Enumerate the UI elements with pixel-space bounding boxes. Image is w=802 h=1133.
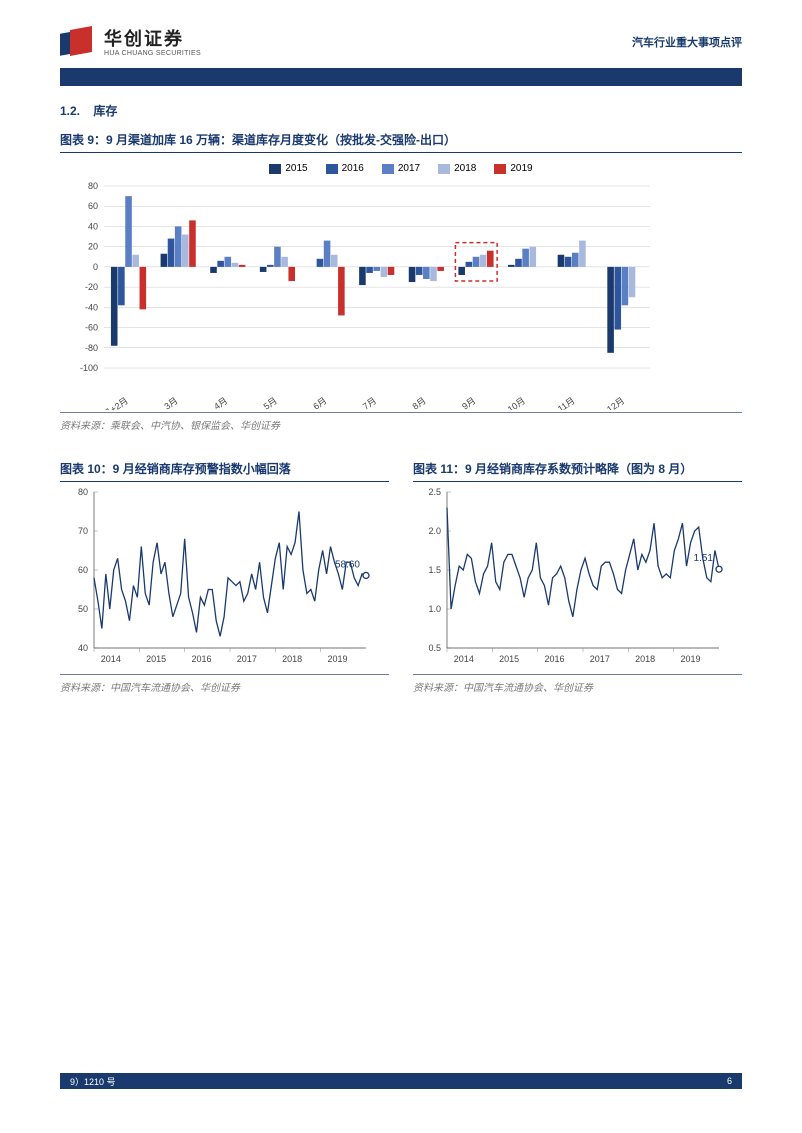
section-title: 库存 bbox=[93, 104, 117, 118]
document-title: 汽车行业重大事项点评 bbox=[632, 34, 742, 50]
svg-text:2018: 2018 bbox=[635, 654, 655, 664]
svg-text:58.60: 58.60 bbox=[335, 559, 360, 570]
figure-11-chart: 0.5 1.0 1.5 2.0 2.5 2014 2015 2016 2017 2018 2019 1… bbox=[413, 482, 742, 672]
figure-10-title: 图表 10：9 月经销商库存预警指数小幅回落 bbox=[60, 460, 389, 477]
svg-text:40: 40 bbox=[78, 643, 88, 653]
svg-text:-100: -100 bbox=[80, 363, 98, 373]
legend-item: 2015 bbox=[269, 163, 307, 174]
section-heading: 1.2. 库存 bbox=[60, 102, 742, 119]
page-header: 华创证券 HUA CHUANG SECURITIES 汽车行业重大事项点评 bbox=[0, 0, 802, 58]
svg-text:2015: 2015 bbox=[499, 654, 519, 664]
svg-text:1.5: 1.5 bbox=[428, 565, 441, 575]
svg-text:3月: 3月 bbox=[162, 395, 179, 410]
legend-label: 2017 bbox=[398, 163, 420, 174]
svg-text:2014: 2014 bbox=[101, 654, 121, 664]
section-number: 1.2. bbox=[60, 104, 80, 118]
logo-text-en: HUA CHUANG SECURITIES bbox=[104, 50, 201, 57]
svg-text:5月: 5月 bbox=[262, 395, 279, 410]
figure-11-title: 图表 11：9 月经销商库存系数预计略降（图为 8 月） bbox=[413, 460, 742, 477]
svg-text:2017: 2017 bbox=[237, 654, 257, 664]
svg-text:0: 0 bbox=[93, 262, 98, 272]
svg-text:8月: 8月 bbox=[411, 395, 428, 410]
svg-text:2018: 2018 bbox=[282, 654, 302, 664]
page-content: 1.2. 库存 图表 9：9 月渠道加库 16 万辆：渠道库存月度变化（按批发-… bbox=[0, 86, 802, 694]
svg-text:80: 80 bbox=[88, 181, 98, 191]
legend-item: 2018 bbox=[438, 163, 476, 174]
brand-logo: 华创证券 HUA CHUANG SECURITIES bbox=[60, 28, 201, 58]
svg-text:2016: 2016 bbox=[191, 654, 211, 664]
svg-text:2019: 2019 bbox=[680, 654, 700, 664]
figure-9-chart: -100 -80 -60 -40 -20 0 20 40 60 80 1月+2月 3月 4月 5月 6月 7月… bbox=[60, 180, 742, 410]
header-blue-bar bbox=[60, 68, 742, 86]
figure-10-chart: 40 50 60 70 80 2014 2015 2016 2017 2018 2019 58.60 bbox=[60, 482, 389, 672]
figure-9-source: 资料来源：乘联会、中汽协、银保监会、华创证券 bbox=[60, 417, 742, 432]
svg-text:20: 20 bbox=[88, 242, 98, 252]
legend-item: 2017 bbox=[382, 163, 420, 174]
legend-label: 2019 bbox=[510, 163, 532, 174]
svg-text:12月: 12月 bbox=[605, 395, 626, 410]
svg-text:1.51: 1.51 bbox=[694, 553, 714, 564]
svg-text:2014: 2014 bbox=[454, 654, 474, 664]
svg-text:70: 70 bbox=[78, 526, 88, 536]
figure-9: 图表 9：9 月渠道加库 16 万辆：渠道库存月度变化（按批发-交强险-出口） … bbox=[60, 131, 742, 432]
legend-item: 2016 bbox=[326, 163, 364, 174]
svg-text:2.0: 2.0 bbox=[428, 526, 441, 536]
svg-text:-60: -60 bbox=[85, 323, 98, 333]
svg-text:-20: -20 bbox=[85, 282, 98, 292]
logo-text-cn: 华创证券 bbox=[104, 30, 201, 48]
svg-text:60: 60 bbox=[88, 201, 98, 211]
svg-text:2.5: 2.5 bbox=[428, 487, 441, 497]
figure-9-title: 图表 9：9 月渠道加库 16 万辆：渠道库存月度变化（按批发-交强险-出口） bbox=[60, 131, 742, 148]
svg-text:-40: -40 bbox=[85, 302, 98, 312]
figure-11: 图表 11：9 月经销商库存系数预计略降（图为 8 月） 0.5 1.0 1.5 2.… bbox=[413, 460, 742, 694]
footer-left: 9）1210 号 bbox=[70, 1075, 116, 1088]
legend-item: 2019 bbox=[494, 163, 532, 174]
svg-text:2017: 2017 bbox=[590, 654, 610, 664]
svg-text:6月: 6月 bbox=[311, 395, 328, 410]
svg-text:4月: 4月 bbox=[212, 395, 229, 410]
legend-swatch bbox=[326, 164, 338, 174]
svg-text:0.5: 0.5 bbox=[428, 643, 441, 653]
legend-swatch bbox=[438, 164, 450, 174]
svg-text:50: 50 bbox=[78, 604, 88, 614]
legend-swatch bbox=[382, 164, 394, 174]
svg-text:-80: -80 bbox=[85, 343, 98, 353]
legend-label: 2016 bbox=[342, 163, 364, 174]
svg-text:2016: 2016 bbox=[544, 654, 564, 664]
svg-text:80: 80 bbox=[78, 487, 88, 497]
svg-text:1月+2月: 1月+2月 bbox=[97, 395, 130, 410]
figure-11-source: 资料来源：中国汽车流通协会、华创证券 bbox=[413, 679, 742, 694]
svg-text:2015: 2015 bbox=[146, 654, 166, 664]
page-footer: 9）1210 号 6 bbox=[60, 1073, 742, 1089]
logo-mark-icon bbox=[60, 28, 96, 58]
legend-swatch bbox=[494, 164, 506, 174]
svg-text:11月: 11月 bbox=[556, 395, 577, 410]
footer-page-number: 6 bbox=[727, 1076, 732, 1086]
figure-9-legend: 2015 2016 2017 2018 2019 bbox=[60, 163, 742, 174]
legend-swatch bbox=[269, 164, 281, 174]
svg-text:9月: 9月 bbox=[460, 395, 477, 410]
svg-text:7月: 7月 bbox=[361, 395, 378, 410]
figure-10-source: 资料来源：中国汽车流通协会、华创证券 bbox=[60, 679, 389, 694]
figure-10: 图表 10：9 月经销商库存预警指数小幅回落 40 50 60 70 80 2014 201… bbox=[60, 460, 389, 694]
svg-text:60: 60 bbox=[78, 565, 88, 575]
svg-text:40: 40 bbox=[88, 221, 98, 231]
legend-label: 2018 bbox=[454, 163, 476, 174]
svg-text:2019: 2019 bbox=[327, 654, 347, 664]
svg-text:1.0: 1.0 bbox=[428, 604, 441, 614]
legend-label: 2015 bbox=[285, 163, 307, 174]
svg-text:10月: 10月 bbox=[506, 395, 527, 410]
